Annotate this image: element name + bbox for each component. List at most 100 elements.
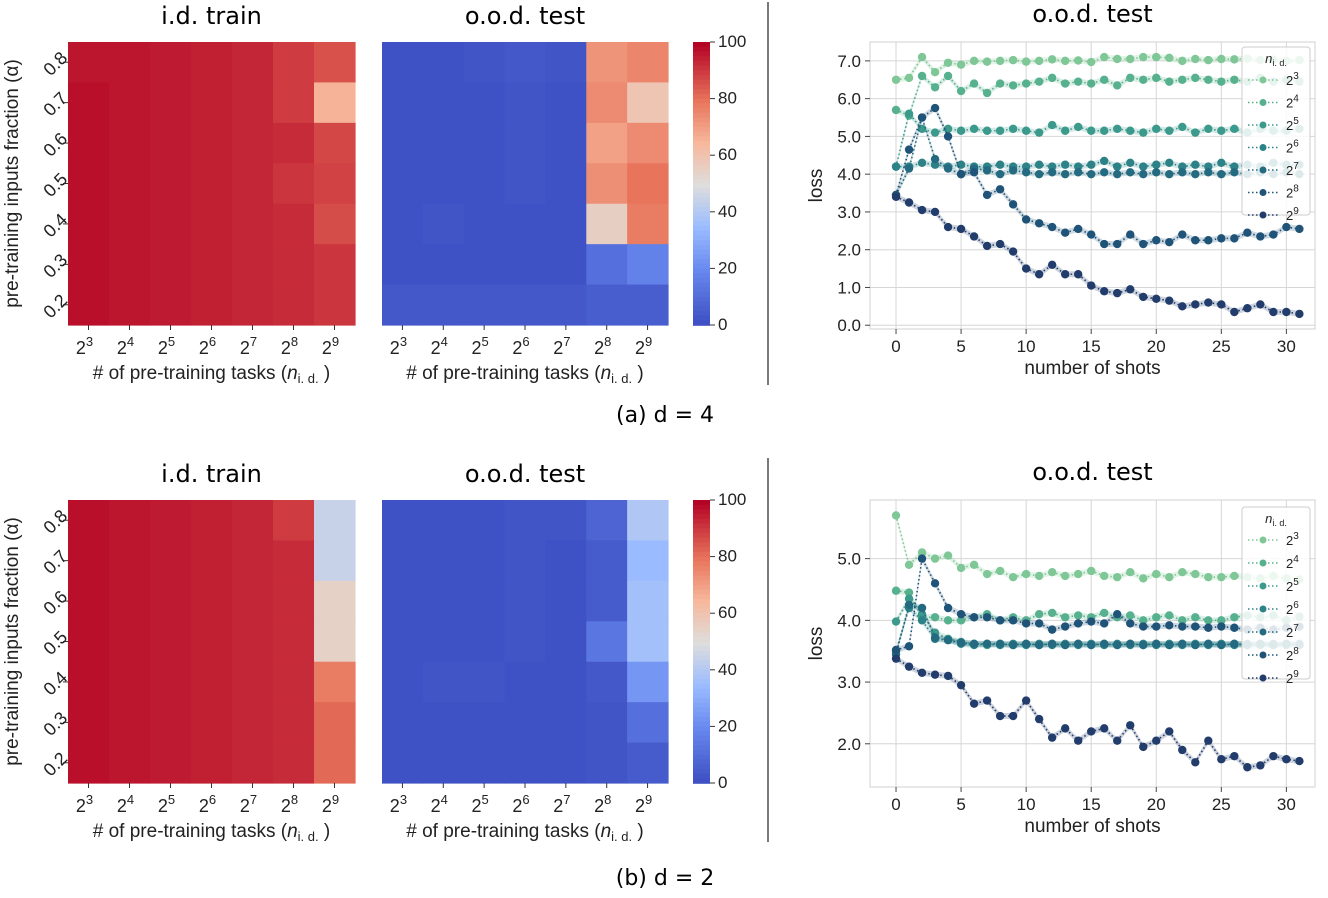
colorbar-tick-label: 80 [718, 89, 737, 108]
colorbar-segment [693, 122, 710, 128]
heatmap-cell [463, 661, 506, 703]
colorbar-tick-label: 40 [718, 660, 737, 679]
data-point [1217, 300, 1226, 309]
heatmap-cell [109, 284, 151, 326]
data-point [1217, 640, 1226, 650]
y-axis-label: loss [806, 169, 827, 203]
x-axis-label: number of shots [1024, 358, 1160, 379]
data-point [1152, 613, 1161, 622]
y-tick-label: 0.0 [837, 316, 861, 335]
colorbar-segment [693, 669, 710, 676]
colorbar-segment [693, 51, 710, 57]
colorbar-segment [693, 599, 710, 605]
x-tick-label: 29 [322, 792, 339, 816]
data-point [1060, 571, 1070, 581]
colorbar-segment [693, 79, 710, 86]
data-point [995, 185, 1005, 194]
legend-marker [1259, 651, 1267, 659]
data-point [1021, 215, 1031, 224]
heatmap-cell [314, 540, 356, 582]
data-point [1100, 619, 1109, 628]
colorbar-segment [693, 93, 710, 100]
colorbar-segment [693, 310, 710, 317]
colorbar-segment [693, 712, 710, 718]
x-tick-label: 25 [472, 792, 489, 816]
heatmap-cell [191, 203, 233, 245]
data-point [1191, 640, 1200, 650]
data-point [1269, 230, 1278, 239]
colorbar-segment [693, 509, 710, 515]
x-tick-label: 5 [956, 337, 965, 356]
heatmap-cell [109, 621, 151, 663]
data-point [1139, 742, 1148, 752]
data-point [1113, 736, 1122, 745]
data-point [1152, 236, 1161, 245]
data-point [1100, 52, 1109, 62]
data-point [917, 158, 927, 168]
data-point [1191, 73, 1200, 83]
heatmap-cell [586, 203, 628, 245]
colorbar-segment [693, 707, 710, 714]
data-point [1165, 572, 1174, 582]
legend-entry: 26 [1286, 600, 1299, 617]
data-point [956, 616, 966, 625]
heatmap-cell [463, 284, 506, 326]
data-point [1073, 569, 1083, 579]
data-point [995, 126, 1005, 135]
colorbar-segment [693, 702, 710, 709]
colorbar-segment [693, 764, 710, 770]
data-point [917, 548, 927, 557]
data-point [930, 83, 940, 92]
data-point [1060, 640, 1070, 650]
y-axis-label: pre-training inputs fraction (α) [2, 517, 23, 766]
heatmap-cell [586, 661, 628, 703]
heatmap-cell [232, 244, 274, 286]
heatmap-cell [109, 82, 151, 124]
heatmap-a-test: o.o.d. test 23 24 25 26 27 28 29 # of pre-traini… [382, 2, 669, 386]
data-point [1047, 73, 1057, 83]
data-point [1047, 608, 1057, 618]
heatmap-cell [191, 284, 233, 326]
x-axis-label: number of shots [1024, 816, 1160, 837]
data-point [1126, 285, 1135, 294]
plot-title: o.o.d. test [465, 460, 585, 488]
x-tick-label: 26 [199, 792, 216, 816]
plot-area [869, 41, 1316, 330]
heatmap-cell [150, 702, 192, 744]
legend-marker [1259, 674, 1267, 682]
legend: ni. d. 23 24 25 26 27 28 29 [1241, 506, 1311, 686]
x-tick-label: 29 [635, 334, 652, 358]
colorbar-segment [693, 159, 710, 166]
data-point [1230, 639, 1239, 649]
data-point [1230, 55, 1239, 64]
x-tick-label: 25 [472, 334, 489, 358]
heatmap-cell [109, 203, 151, 245]
colorbar-tick-label: 20 [718, 716, 737, 735]
data-point [917, 668, 927, 678]
heatmap-cell [627, 284, 669, 326]
heatmap-cell [627, 163, 669, 205]
heatmap-cell [314, 284, 356, 326]
data-point [1126, 619, 1135, 628]
heatmap-cell [586, 244, 628, 286]
data-point [1100, 239, 1109, 249]
data-point [969, 79, 979, 88]
data-point [995, 239, 1005, 249]
data-point [1126, 639, 1135, 649]
data-point [1060, 169, 1070, 179]
x-axis-label: # of pre-training tasks (ni. d. ) [93, 821, 330, 844]
heatmap-cell [191, 621, 233, 663]
heatmap-cell [504, 284, 547, 326]
data-point [1073, 168, 1083, 177]
data-point [1152, 124, 1161, 134]
heatmap-cell [545, 244, 587, 286]
colorbar-segment [693, 89, 710, 95]
colorbar-segment [693, 721, 710, 728]
data-point [1165, 126, 1174, 135]
colorbar-segment [693, 528, 710, 534]
data-point [982, 613, 992, 622]
data-point [1178, 230, 1187, 239]
data-point [982, 569, 992, 579]
heatmap-cell [545, 122, 587, 164]
legend-marker [1259, 628, 1267, 636]
